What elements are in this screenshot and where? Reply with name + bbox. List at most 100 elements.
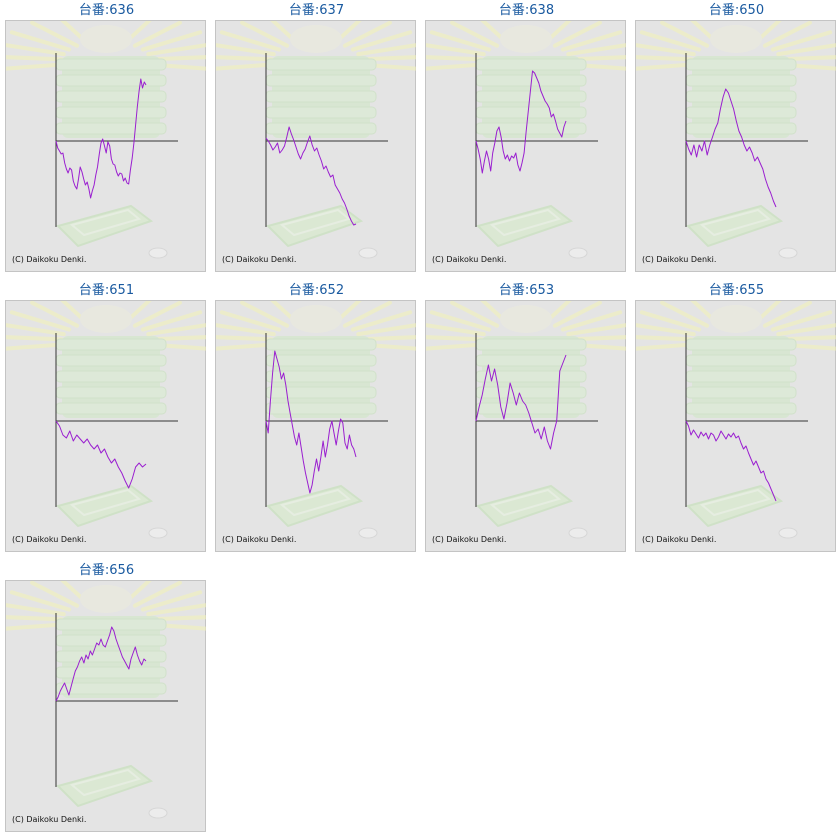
copyright-text: (C) Daikoku Denki. — [222, 255, 297, 264]
series-line — [475, 354, 567, 450]
drum-ring-3 — [475, 386, 587, 399]
crown — [710, 305, 762, 333]
graph-panel: (C) Daikoku Denki. — [635, 300, 836, 552]
ray-5 — [552, 301, 602, 328]
machine-number-title: 台番:636 — [78, 3, 135, 18]
series-line — [265, 350, 357, 494]
graph-svg — [216, 21, 416, 259]
tray-inner — [489, 208, 562, 237]
ray-2 — [30, 301, 80, 328]
drum-ring-2 — [475, 90, 587, 103]
coin — [778, 527, 798, 539]
tray — [266, 204, 364, 248]
coin — [568, 527, 588, 539]
coin — [568, 247, 588, 259]
ray-1 — [639, 30, 702, 52]
series-line — [475, 70, 567, 174]
ray-8 — [216, 342, 274, 351]
machine-graph-card: 台番:637 (C) Daikoku Denki. — [214, 0, 419, 275]
ray-2 — [660, 21, 710, 48]
tray-inner — [279, 488, 352, 517]
ray-5 — [132, 581, 182, 608]
drum-ring-2 — [55, 650, 167, 663]
ray-0 — [636, 323, 696, 337]
machine-graph-card: 台番:651 (C) Daikoku Denki. — [4, 280, 209, 555]
coin — [148, 807, 168, 819]
coin — [358, 527, 378, 539]
ray-0 — [216, 323, 276, 337]
ray-9 — [426, 55, 484, 62]
coin — [148, 527, 168, 539]
ray-8 — [636, 62, 694, 71]
tray — [476, 484, 574, 528]
drum-ring-2 — [55, 90, 167, 103]
copyright-text: (C) Daikoku Denki. — [12, 815, 87, 824]
machine-number-title: 台番:653 — [498, 283, 555, 298]
drum-ring-1 — [265, 354, 377, 367]
machine-graph-card: 台番:650 (C) Daikoku Denki. — [634, 0, 839, 275]
ray-7 — [776, 323, 836, 337]
ray-6 — [350, 30, 413, 52]
graph-svg — [426, 21, 626, 259]
ray-2 — [30, 21, 80, 48]
graph-panel: (C) Daikoku Denki. — [5, 300, 206, 552]
ray-7 — [776, 43, 836, 57]
ray-1 — [429, 310, 492, 332]
series-line — [55, 420, 147, 489]
ray-1 — [9, 30, 72, 52]
ray-0 — [6, 43, 66, 57]
ray-7 — [566, 43, 626, 57]
drum-ring-1 — [685, 354, 797, 367]
ray-0 — [6, 603, 66, 617]
crown — [500, 25, 552, 53]
drum-ring-1 — [475, 354, 587, 367]
drum-ring-3 — [265, 386, 377, 399]
ray-2 — [240, 21, 290, 48]
tray-inner — [489, 488, 562, 517]
ray-2 — [450, 301, 500, 328]
ray-8 — [6, 622, 64, 631]
machine-number-title: 台番:652 — [288, 283, 345, 298]
drum-ring-3 — [685, 106, 797, 119]
drum-ring-4 — [265, 402, 377, 415]
drum-ring-1 — [685, 74, 797, 87]
tray-inner — [69, 488, 142, 517]
copyright-text: (C) Daikoku Denki. — [432, 535, 507, 544]
drum-ring-1 — [55, 634, 167, 647]
machine-number-title: 台番:655 — [708, 283, 765, 298]
graph-panel: (C) Daikoku Denki. — [425, 300, 626, 552]
drum-ring-0 — [55, 58, 167, 71]
ray-5 — [552, 21, 602, 48]
ray-1 — [639, 310, 702, 332]
crown — [710, 25, 762, 53]
ray-5 — [342, 21, 392, 48]
ray-6 — [140, 310, 203, 332]
graph-svg — [6, 21, 206, 259]
copyright-text: (C) Daikoku Denki. — [12, 535, 87, 544]
series-line — [55, 626, 147, 702]
drum-ring-4 — [55, 122, 167, 135]
ray-6 — [140, 590, 203, 612]
crown — [500, 305, 552, 333]
background-illustration — [216, 301, 416, 539]
ray-7 — [356, 43, 416, 57]
machine-number-title: 台番:656 — [78, 563, 135, 578]
drum-ring-4 — [55, 682, 167, 695]
drum-ring-4 — [265, 122, 377, 135]
coin — [358, 247, 378, 259]
coin — [778, 247, 798, 259]
drum-ring-0 — [685, 338, 797, 351]
drum-ring-4 — [475, 122, 587, 135]
ray-0 — [6, 323, 66, 337]
drum-ring-2 — [55, 370, 167, 383]
series-line — [685, 420, 777, 502]
ray-8 — [426, 62, 484, 71]
ray-5 — [132, 21, 182, 48]
ray-9 — [636, 335, 694, 342]
ray-7 — [146, 43, 206, 57]
drum-ring-1 — [55, 74, 167, 87]
ray-1 — [219, 310, 282, 332]
drum-ring-3 — [55, 386, 167, 399]
machine-graph-card: 台番:653 (C) Daikoku Denki. — [424, 280, 629, 555]
ray-5 — [342, 301, 392, 328]
